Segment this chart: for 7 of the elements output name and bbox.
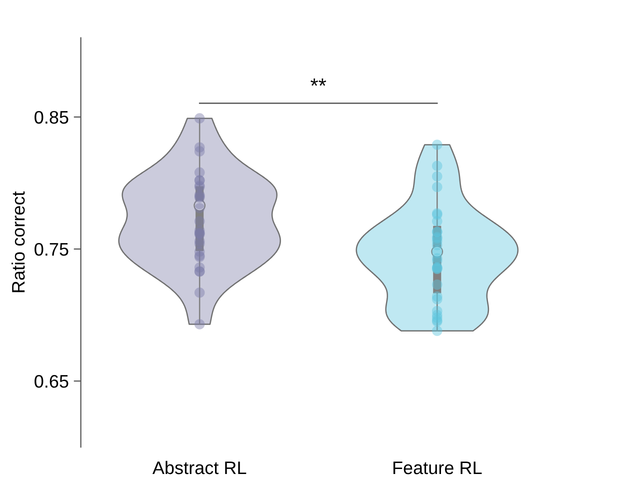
y-axis-title: Ratio correct [11, 191, 25, 292]
y-tick-label: 0.85 [34, 110, 68, 124]
annotation: ** [310, 78, 326, 86]
y-tick-label: 0.65 [34, 374, 68, 388]
x-tick-label: Feature RL [393, 462, 482, 474]
y-tick-label: 0.75 [34, 242, 68, 256]
x-tick-label: Abstract RL [152, 460, 246, 474]
